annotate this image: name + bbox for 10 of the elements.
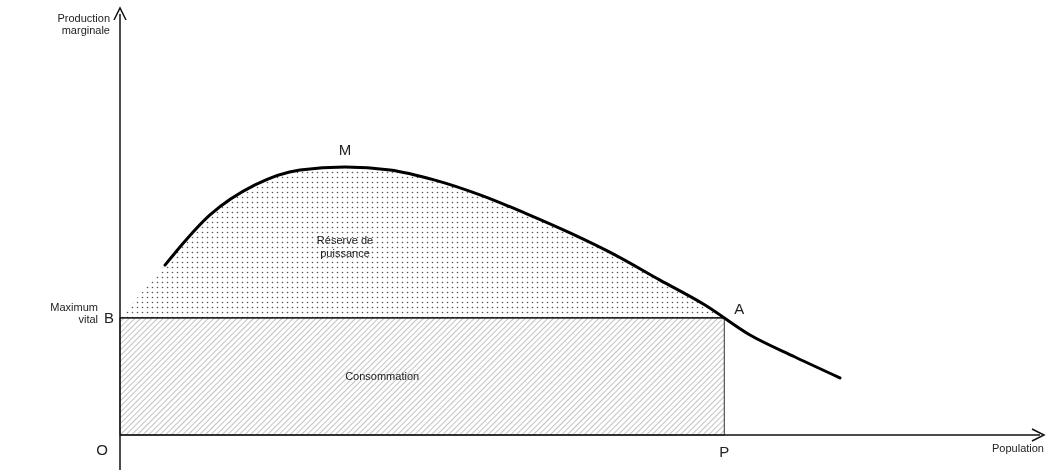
ref-line-label: Maximum vital (50, 300, 98, 325)
text: Population (992, 442, 1044, 454)
text: B (103, 308, 114, 326)
band-label: Consommation (345, 370, 420, 383)
text: P (719, 443, 730, 460)
text: M (338, 141, 352, 158)
annotation: Réserve de puissance (316, 234, 374, 259)
text: O (96, 441, 108, 458)
text: Production marginale (57, 12, 110, 37)
annotation: A (734, 299, 745, 317)
